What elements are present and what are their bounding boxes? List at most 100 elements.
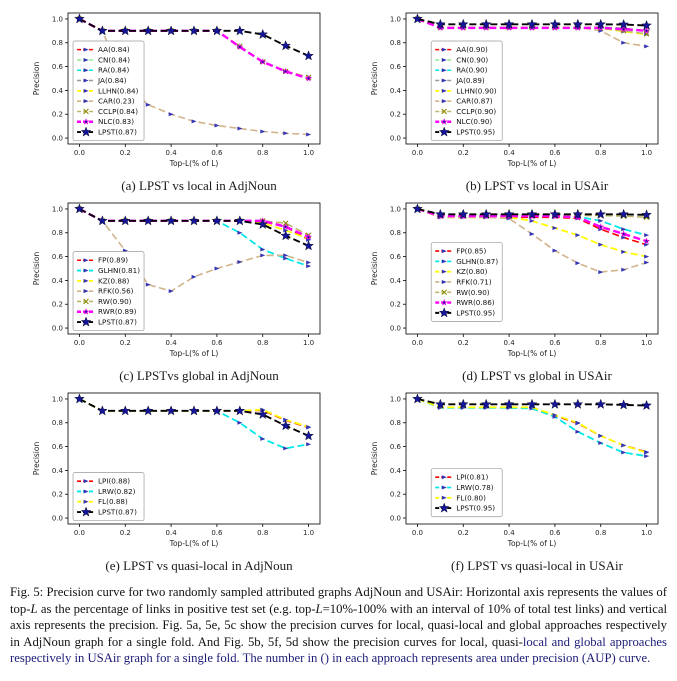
marker-star-big <box>438 307 450 318</box>
x-tick-label: 1.0 <box>641 149 652 157</box>
marker-star-big <box>303 240 314 251</box>
marker-star-big <box>280 40 291 51</box>
legend-label-LRW(0.82): LRW(0.82) <box>98 487 136 496</box>
legend-label-AA(0.84): AA(0.84) <box>98 45 130 54</box>
legend-label-LPST(0.87): LPST(0.87) <box>98 318 137 327</box>
marker-triangle <box>575 420 581 425</box>
marker-star-center <box>439 26 442 29</box>
marker-triangle <box>191 274 197 279</box>
legend-label-FL(0.80): FL(0.80) <box>456 493 486 502</box>
marker-triangle <box>441 475 447 480</box>
legend: LPI(0.81)LRW(0.78)FL(0.80) LPST(0.95) <box>430 468 503 518</box>
marker-star-big <box>503 208 515 219</box>
marker-star-big <box>188 215 200 226</box>
marker-star-big <box>457 18 469 29</box>
marker-star-center <box>622 28 625 31</box>
subplot-b-canvas: 0.0 0.2 0.4 0.6 0.8 1.0 0.0 0.2 0.4 0.6 0.8 1.0 Top-… <box>368 6 668 176</box>
legend-box <box>430 468 503 518</box>
x-tick-label: 0.4 <box>504 149 516 157</box>
x-tick-label: 0.4 <box>504 339 516 347</box>
y-axis-label: Precision <box>32 442 41 476</box>
x-tick-label: 0.8 <box>257 149 268 157</box>
caption-segment: Fig. 5: Precision curve for two randomly… <box>10 585 667 616</box>
marker-triangle <box>598 270 604 275</box>
y-tick-label: 0.0 <box>390 134 401 142</box>
marker-triangle <box>260 129 266 134</box>
marker-star-center <box>238 45 241 48</box>
marker-triangle <box>621 267 627 272</box>
legend-label-LPI(0.88): LPI(0.88) <box>98 477 130 486</box>
legend-label-JA(0.89): JA(0.89) <box>455 76 485 85</box>
x-tick-label: 1.0 <box>303 149 314 157</box>
legend-label-CCLP(0.84): CCLP(0.84) <box>98 107 138 116</box>
series-group <box>412 203 652 275</box>
marker-x <box>441 108 447 115</box>
axes: 0.0 0.2 0.4 0.6 0.8 1.0 0.0 0.2 0.4 0.6 0.8 1.0 Top-… <box>32 12 321 168</box>
marker-star-big <box>480 398 492 409</box>
legend-label-CCLP(0.90): CCLP(0.90) <box>456 107 496 116</box>
marker-triangle <box>283 417 289 422</box>
marker-triangle <box>237 259 243 264</box>
marker-star-big <box>572 18 584 29</box>
marker-triangle <box>168 289 174 294</box>
marker-star-big <box>211 25 223 36</box>
marker-star-center <box>508 26 511 29</box>
legend-label-FP(0.85): FP(0.85) <box>456 247 486 256</box>
marker-star-big <box>74 393 85 404</box>
x-tick-label: 1.0 <box>641 529 652 537</box>
axes: 0.0 0.2 0.4 0.6 0.8 1.0 0.0 0.2 0.4 0.6 0.8 1.0 Top-… <box>370 392 659 548</box>
subplot-a: 0.0 0.2 0.4 0.6 0.8 1.0 0.0 0.2 0.4 0.6 0.8 1.0 Top-… <box>0 6 338 196</box>
x-tick-label: 0.4 <box>166 339 178 347</box>
marker-triangle <box>306 260 312 265</box>
y-tick-label: 0.4 <box>52 467 64 475</box>
marker-star-big <box>503 18 515 29</box>
legend-label-FL(0.88): FL(0.88) <box>98 497 128 506</box>
subplot-f-canvas: 0.0 0.2 0.4 0.6 0.8 1.0 0.0 0.2 0.4 0.6 0.8 1.0 Top-… <box>368 386 668 556</box>
y-tick-label: 0.8 <box>390 419 401 427</box>
marker-star-center <box>307 235 310 238</box>
marker-star-center <box>307 77 310 80</box>
subplot-f-plot: 0.0 0.2 0.4 0.6 0.8 1.0 0.0 0.2 0.4 0.6 0.8 1.0 Top-… <box>368 386 668 574</box>
marker-triangle <box>306 264 312 269</box>
legend-label-GLHN(0.81): GLHN(0.81) <box>98 266 140 275</box>
marker-star-center <box>599 26 602 29</box>
x-axis-label: Top-L(% of L) <box>507 349 557 358</box>
legend-label-RFK(0.56): RFK(0.56) <box>98 287 134 296</box>
markers-LPST(0.87) <box>74 203 314 251</box>
legend-label-CAR(0.23): CAR(0.23) <box>98 97 135 106</box>
legend-box <box>430 40 503 142</box>
marker-star-big <box>526 208 538 219</box>
marker-triangle <box>552 413 558 418</box>
legend-label-CAR(0.87): CAR(0.87) <box>456 97 493 106</box>
marker-star-big <box>74 203 85 214</box>
subplot-c-canvas: 0.0 0.2 0.4 0.6 0.8 1.0 0.0 0.2 0.4 0.6 0.8 1.0 Top-… <box>30 196 330 366</box>
x-tick-label: 0.2 <box>120 149 131 157</box>
marker-star-center <box>645 29 648 32</box>
marker-star-big <box>412 203 423 214</box>
marker-star-big <box>119 405 131 416</box>
marker-star-center <box>576 26 579 29</box>
marker-star-big <box>457 208 469 219</box>
series-LPST(0.95) <box>417 18 647 27</box>
marker-star-big <box>572 208 584 219</box>
y-tick-label: 0.8 <box>390 39 401 47</box>
x-tick-label: 0.8 <box>595 149 606 157</box>
marker-star-big <box>641 399 652 411</box>
marker-triangle <box>621 227 627 232</box>
marker-triangle <box>644 44 650 49</box>
marker-triangle <box>237 126 243 131</box>
x-tick-label: 0.2 <box>120 339 131 347</box>
caption-segment: L <box>315 601 323 616</box>
subplot-e: 0.0 0.2 0.4 0.6 0.8 1.0 0.0 0.2 0.4 0.6 0.8 1.0 Top-… <box>0 386 338 576</box>
marker-triangle <box>621 235 627 240</box>
x-tick-label: 0.2 <box>458 149 469 157</box>
marker-triangle <box>575 233 581 238</box>
marker-triangle <box>283 228 289 233</box>
legend-label-KZ(0.88): KZ(0.88) <box>98 276 129 285</box>
caption-segment: as the percentage of links in positive t… <box>37 601 316 616</box>
y-tick-label: 0.6 <box>390 443 402 451</box>
y-tick-label: 0.6 <box>52 253 64 261</box>
marker-star-big <box>234 25 246 36</box>
marker-star-center <box>284 70 287 73</box>
